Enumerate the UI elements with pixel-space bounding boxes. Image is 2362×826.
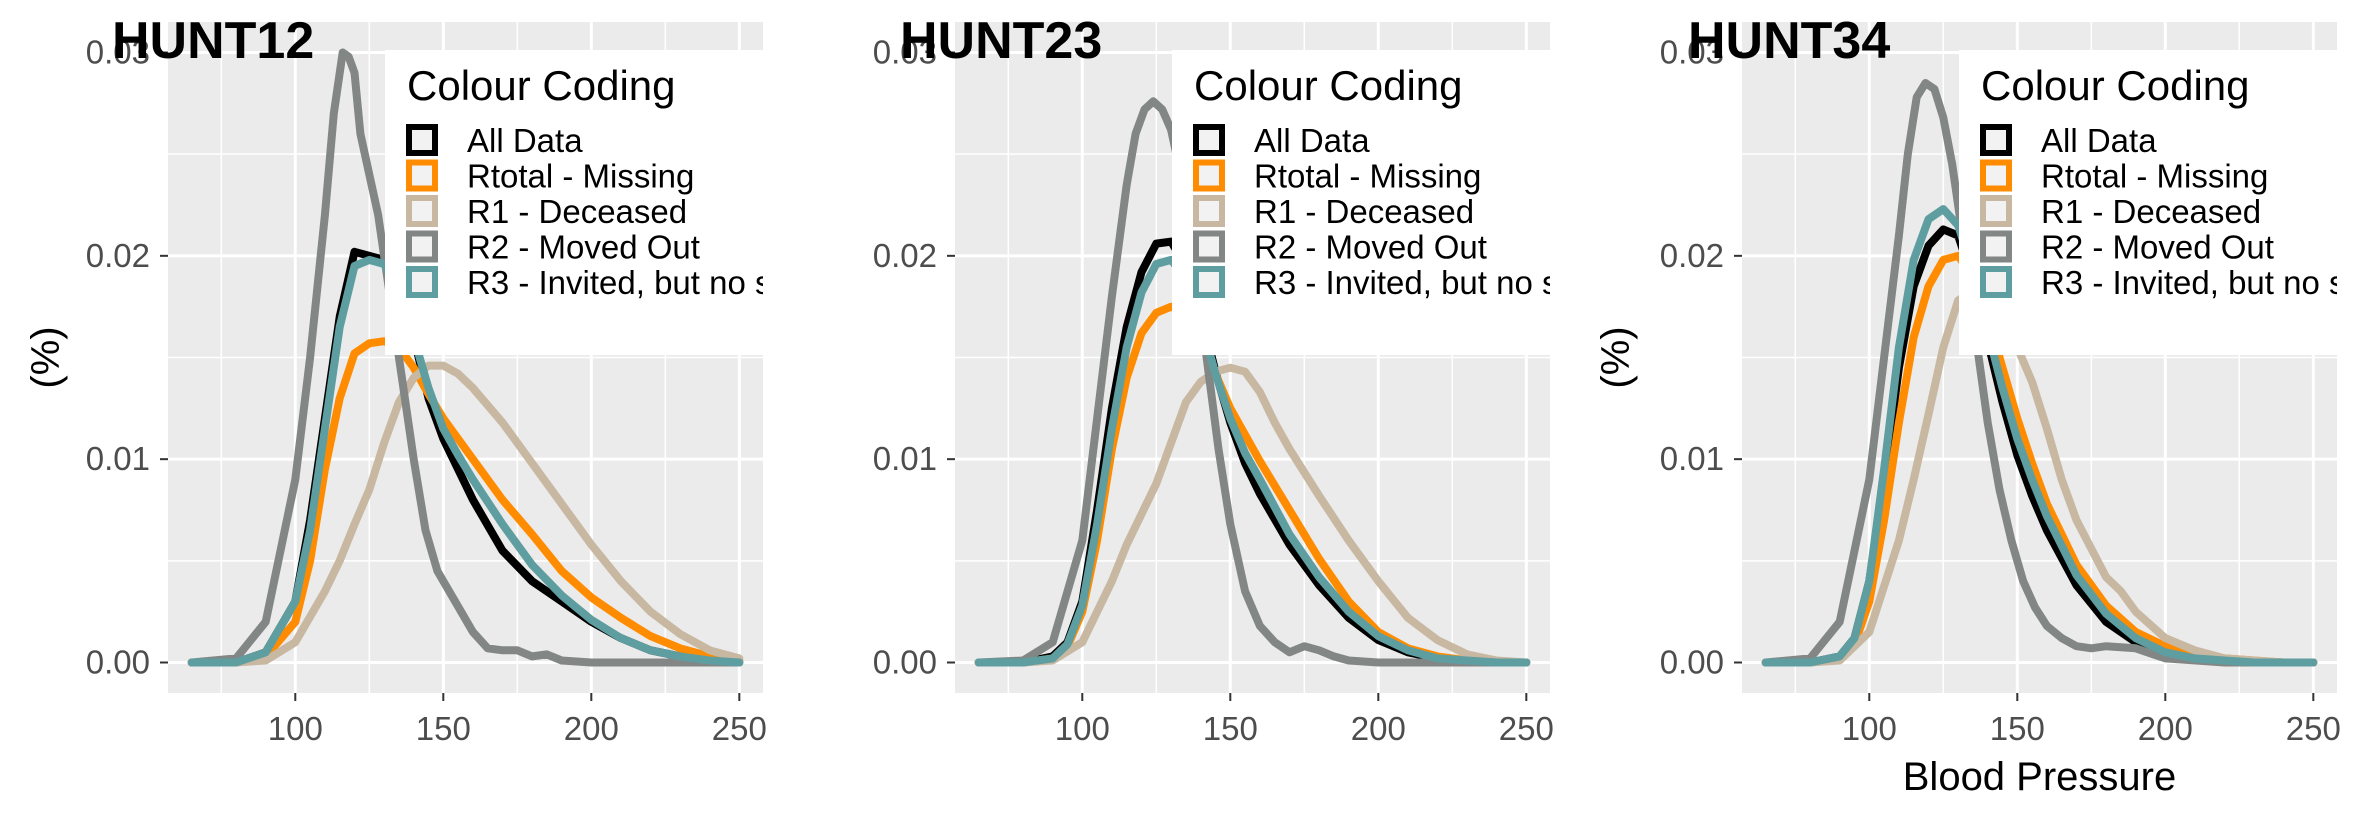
legend-label: R2 - Moved Out bbox=[467, 229, 700, 266]
legend-swatch bbox=[1980, 195, 2012, 227]
series-line-2 bbox=[1761, 286, 2318, 667]
y-axis-label: (%) bbox=[1594, 326, 1638, 388]
legend-label: Rtotal - Missing bbox=[2041, 158, 2268, 195]
legend-label: R3 - Invited, but no s bbox=[2041, 264, 2346, 301]
legend-label: R3 - Invited, but no s bbox=[1254, 264, 1559, 301]
legend-swatch bbox=[1193, 266, 1225, 298]
y-tick-label: 0.03 bbox=[86, 34, 150, 71]
x-tick-label: 200 bbox=[564, 710, 619, 747]
legend-label: R1 - Deceased bbox=[1254, 193, 1474, 230]
legend-label: R2 - Moved Out bbox=[2041, 229, 2274, 266]
series-line-4 bbox=[1761, 205, 2318, 667]
chart-panel-1: 0.00 0.01 0.02 0.03 100 150 200 250 Colour Codin… bbox=[873, 12, 1570, 747]
y-tick-label: 0.01 bbox=[86, 440, 150, 477]
legend-label: Rtotal - Missing bbox=[467, 158, 694, 195]
legend-swatch bbox=[406, 124, 438, 156]
legend-swatch bbox=[1193, 195, 1225, 227]
y-tick-label: 0.01 bbox=[873, 440, 937, 477]
x-tick-label: 150 bbox=[416, 710, 471, 747]
y-tick-label: 0.02 bbox=[1660, 237, 1724, 274]
y-tick-label: 0.03 bbox=[873, 34, 937, 71]
x-tick-label: 200 bbox=[1351, 710, 1406, 747]
chart-panel-2: 0.00 0.01 0.02 0.03 100 150 200 250 Colour Codin… bbox=[1594, 12, 2357, 799]
legend-swatch bbox=[1193, 124, 1225, 156]
series-line-2 bbox=[187, 361, 744, 667]
legend-title: Colour Coding bbox=[1194, 62, 1463, 109]
x-tick-label: 100 bbox=[1055, 710, 1110, 747]
y-tick-label: 0.03 bbox=[1660, 34, 1724, 71]
x-tick-label: 250 bbox=[2286, 710, 2341, 747]
y-tick-label: 0.02 bbox=[86, 237, 150, 274]
legend-swatch bbox=[1980, 266, 2012, 298]
legend-swatch bbox=[406, 195, 438, 227]
legend-label: R3 - Invited, but no s bbox=[467, 264, 772, 301]
legend-label: All Data bbox=[1254, 122, 1370, 159]
legend-swatch bbox=[1980, 159, 2012, 192]
x-tick-label: 200 bbox=[2138, 710, 2193, 747]
legend-background bbox=[1172, 50, 1570, 355]
panel-title: HUNT23 bbox=[900, 12, 1102, 70]
series-line-2 bbox=[974, 363, 1531, 667]
x-tick-label: 250 bbox=[1499, 710, 1554, 747]
x-tick-label: 250 bbox=[712, 710, 767, 747]
panel-title: HUNT34 bbox=[1688, 12, 1890, 70]
legend-label: All Data bbox=[2041, 122, 2157, 159]
y-tick-label: 0.00 bbox=[873, 644, 937, 681]
legend-swatch bbox=[1193, 159, 1225, 192]
legend-title: Colour Coding bbox=[407, 62, 676, 109]
x-tick-label: 150 bbox=[1203, 710, 1258, 747]
legend-label: Rtotal - Missing bbox=[1254, 158, 1481, 195]
legend-swatch bbox=[1980, 230, 2012, 263]
legend-label: All Data bbox=[467, 122, 583, 159]
x-axis-label: Blood Pressure bbox=[1903, 755, 2176, 799]
legend-swatch bbox=[406, 230, 438, 263]
legend-swatch bbox=[406, 159, 438, 192]
legend-title: Colour Coding bbox=[1981, 62, 2250, 109]
legend-swatch bbox=[1193, 230, 1225, 263]
legend-label: R1 - Deceased bbox=[2041, 193, 2261, 230]
series-line-4 bbox=[187, 255, 744, 667]
series-line-3 bbox=[1761, 79, 2318, 667]
legend-swatch bbox=[1980, 124, 2012, 156]
x-tick-label: 100 bbox=[268, 710, 323, 747]
legend-label: R2 - Moved Out bbox=[1254, 229, 1487, 266]
chart-panel-0: 0.00 0.01 0.02 0.03 100 150 200 250 Colour Codin… bbox=[24, 12, 783, 747]
legend-label: R1 - Deceased bbox=[467, 193, 687, 230]
x-tick-label: 150 bbox=[1990, 710, 2045, 747]
y-tick-label: 0.02 bbox=[873, 237, 937, 274]
legend-background bbox=[385, 50, 783, 355]
y-tick-label: 0.01 bbox=[1660, 440, 1724, 477]
series-line-3 bbox=[187, 48, 744, 667]
x-tick-label: 100 bbox=[1842, 710, 1897, 747]
panel-title: HUNT12 bbox=[112, 12, 314, 70]
legend-background bbox=[1959, 50, 2357, 355]
legend-swatch bbox=[406, 266, 438, 298]
y-tick-label: 0.00 bbox=[1660, 644, 1724, 681]
y-tick-label: 0.00 bbox=[86, 644, 150, 681]
y-axis-label: (%) bbox=[24, 326, 68, 388]
